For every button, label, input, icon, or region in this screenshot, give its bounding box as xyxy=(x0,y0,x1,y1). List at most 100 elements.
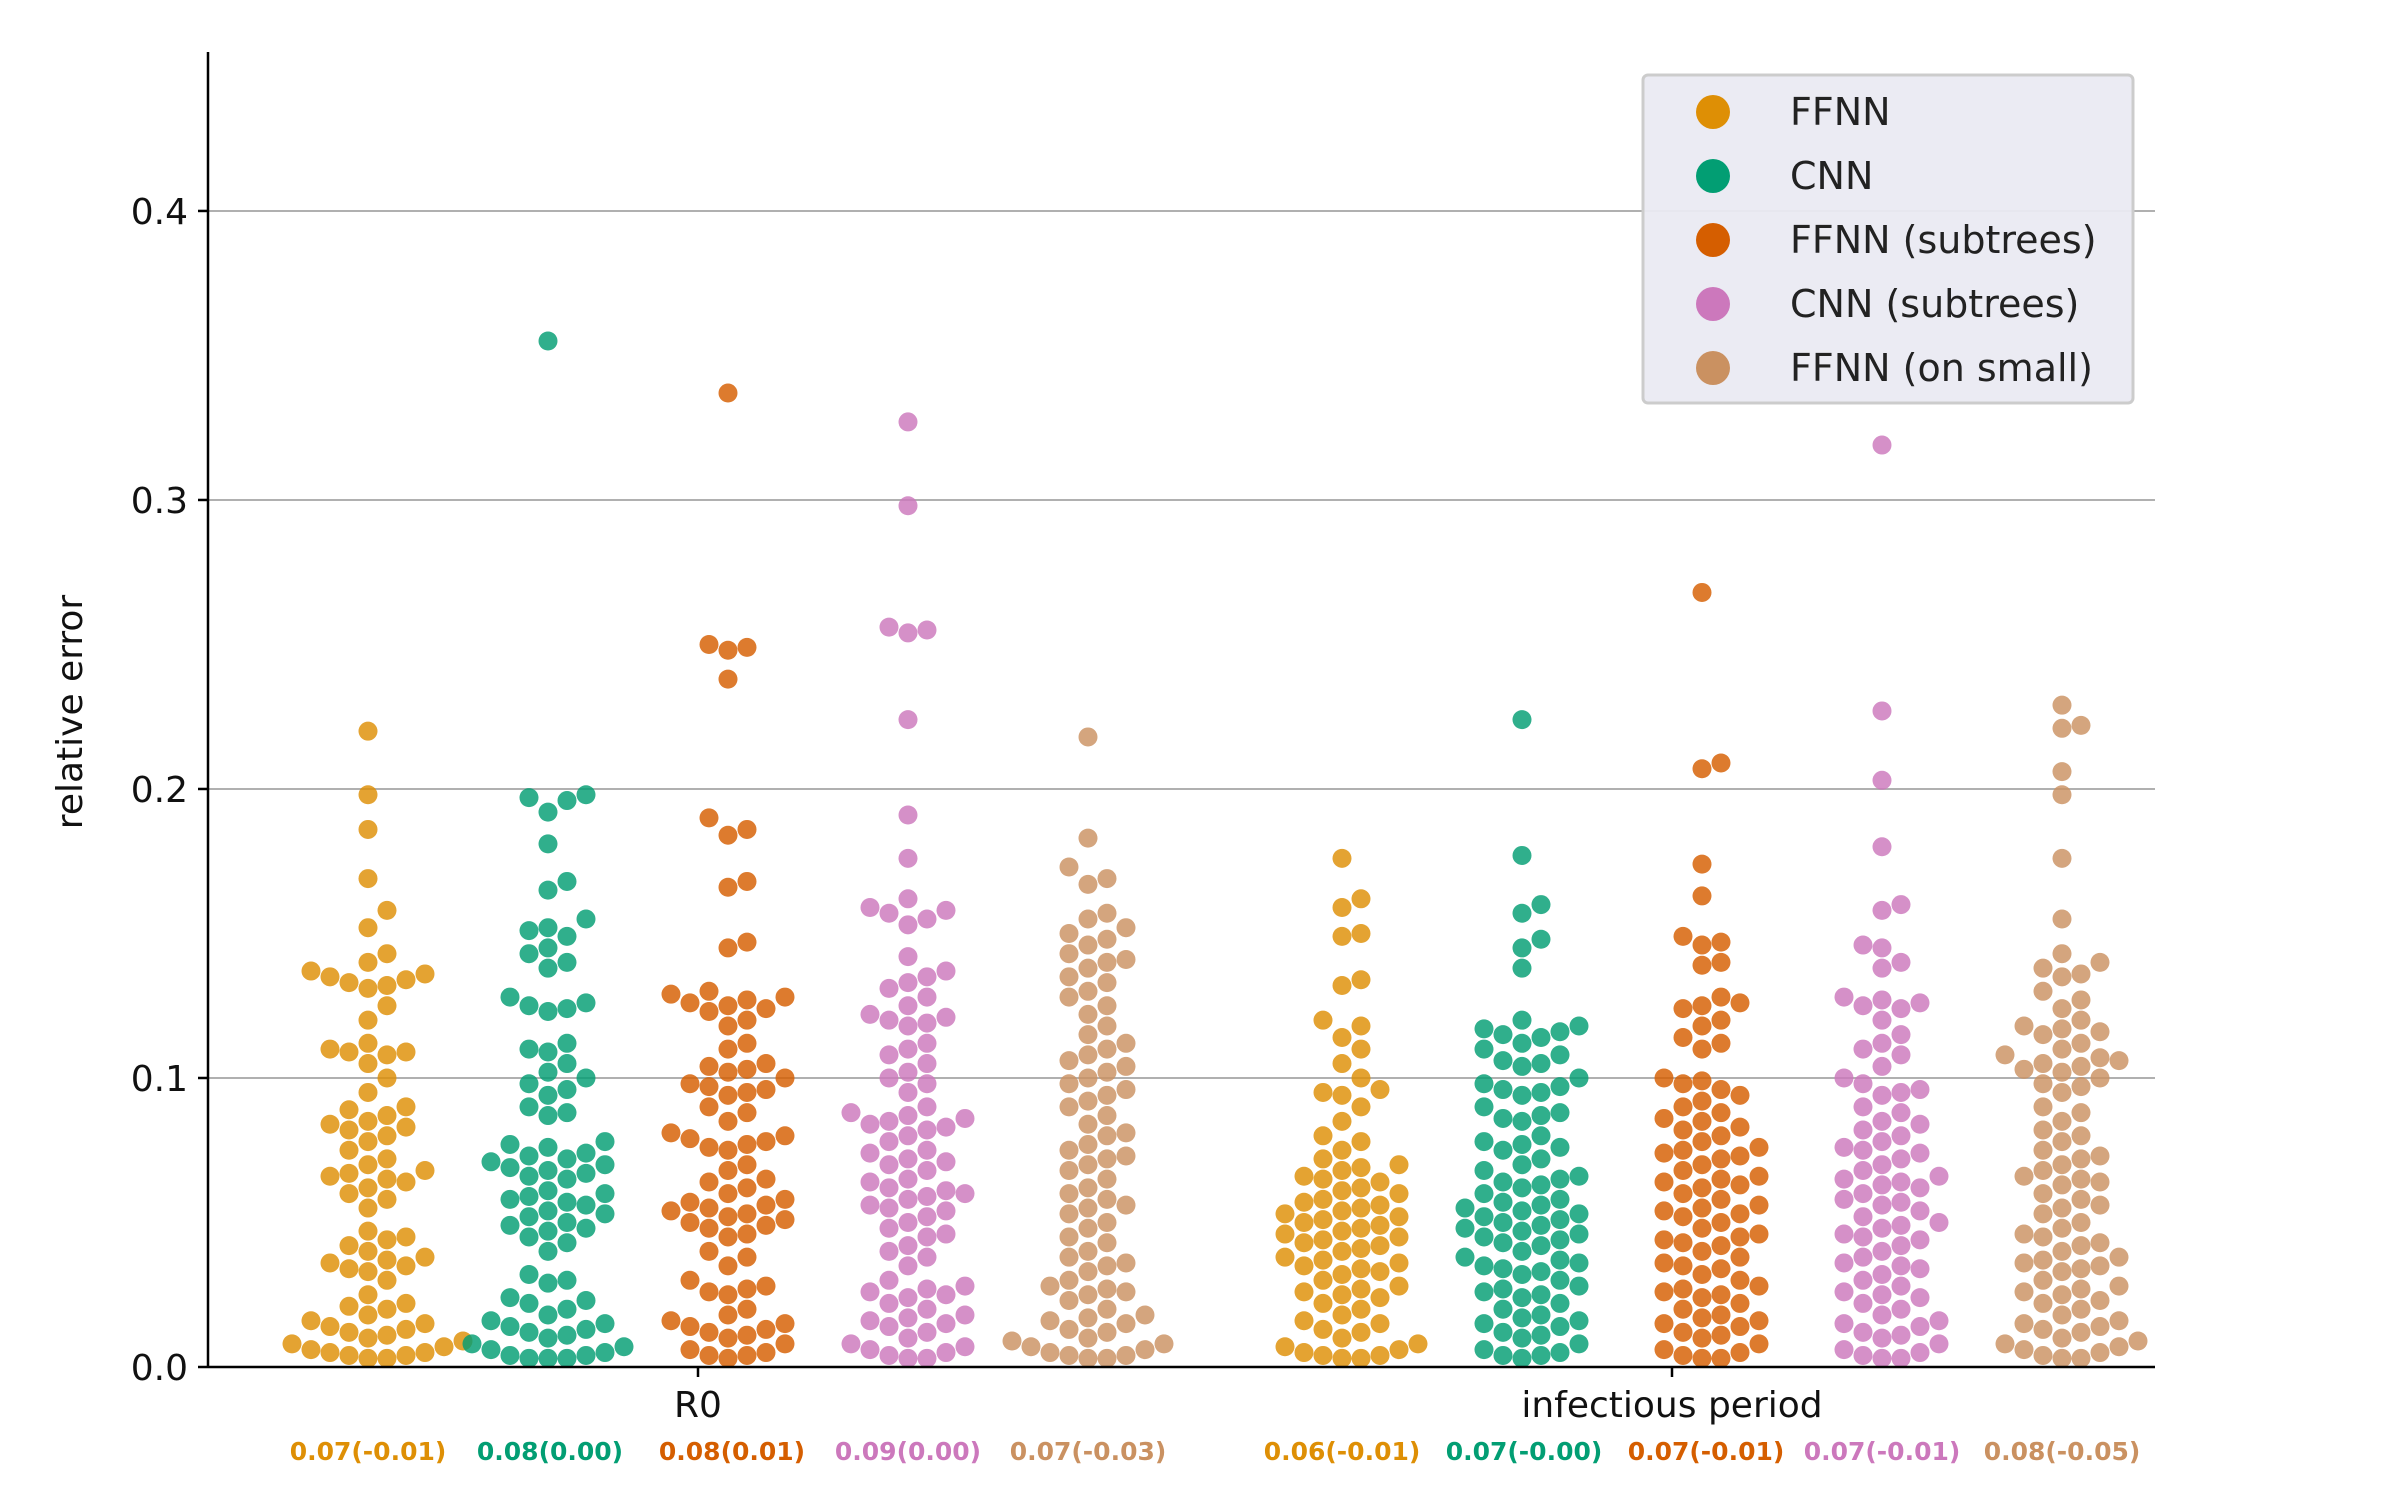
data-point xyxy=(898,1236,918,1256)
data-point xyxy=(879,1178,899,1198)
data-point xyxy=(1097,1016,1117,1036)
data-point xyxy=(339,1296,359,1316)
data-point xyxy=(1116,1195,1136,1215)
data-point xyxy=(898,889,918,909)
data-point xyxy=(519,1227,539,1247)
data-point xyxy=(576,1163,596,1183)
data-point xyxy=(1692,1039,1712,1059)
data-point xyxy=(2090,952,2110,972)
data-point xyxy=(1569,1224,1589,1244)
legend-label: FFNN (on small) xyxy=(1790,346,2093,390)
data-point xyxy=(2052,1062,2072,1082)
data-point xyxy=(1891,1126,1911,1146)
data-point xyxy=(2071,1169,2091,1189)
data-point xyxy=(1512,1348,1532,1368)
data-point xyxy=(1116,1056,1136,1076)
data-point xyxy=(339,1322,359,1342)
data-point xyxy=(595,1314,615,1334)
data-point xyxy=(538,918,558,938)
data-point xyxy=(1275,1247,1295,1267)
data-point xyxy=(898,1288,918,1308)
data-point xyxy=(661,1201,681,1221)
data-point xyxy=(898,1016,918,1036)
data-point xyxy=(1332,976,1352,996)
data-point xyxy=(377,944,397,964)
data-point xyxy=(1059,1160,1079,1180)
data-point xyxy=(519,1348,539,1368)
data-point xyxy=(699,1345,719,1365)
data-point xyxy=(2109,1311,2129,1331)
data-point xyxy=(756,1343,776,1363)
data-point xyxy=(917,1033,937,1053)
data-point xyxy=(1834,1282,1854,1302)
data-point xyxy=(1550,1293,1570,1313)
data-point xyxy=(1351,1198,1371,1218)
data-point xyxy=(538,802,558,822)
data-point xyxy=(1910,1143,1930,1163)
data-point xyxy=(358,1348,378,1368)
data-point xyxy=(339,1259,359,1279)
data-point xyxy=(1332,1305,1352,1325)
data-point xyxy=(1021,1337,1041,1357)
data-point xyxy=(1474,1160,1494,1180)
data-point xyxy=(1059,1097,1079,1117)
data-point xyxy=(955,1305,975,1325)
data-point xyxy=(377,1230,397,1250)
data-point xyxy=(1711,1285,1731,1305)
data-point xyxy=(841,1334,861,1354)
data-point xyxy=(2090,1317,2110,1337)
data-point xyxy=(699,1097,719,1117)
data-point xyxy=(1531,1175,1551,1195)
data-point xyxy=(1370,1288,1390,1308)
data-point xyxy=(1332,1201,1352,1221)
y-tick-label: 0.2 xyxy=(131,770,188,811)
data-point xyxy=(1116,1146,1136,1166)
data-point xyxy=(1313,1250,1333,1270)
x-tick-labels: R0 infectious period xyxy=(674,1367,1823,1426)
data-point xyxy=(557,1325,577,1345)
data-point xyxy=(2052,1198,2072,1218)
data-point xyxy=(1097,973,1117,993)
data-point xyxy=(1512,1308,1532,1328)
data-point xyxy=(1313,1082,1333,1102)
data-point xyxy=(1692,1265,1712,1285)
data-point xyxy=(434,1337,454,1357)
data-point xyxy=(1078,1308,1098,1328)
data-point xyxy=(1749,1137,1769,1157)
data-point xyxy=(1097,1212,1117,1232)
data-point xyxy=(1872,770,1892,790)
data-point xyxy=(2071,1236,2091,1256)
data-point xyxy=(917,1207,937,1227)
legend-marker xyxy=(1696,351,1730,385)
data-point xyxy=(1891,1348,1911,1368)
data-point xyxy=(1493,1108,1513,1128)
data-point xyxy=(1512,710,1532,730)
data-point xyxy=(1370,1345,1390,1365)
data-point xyxy=(519,921,539,941)
data-point xyxy=(1078,1285,1098,1305)
data-point xyxy=(2071,1010,2091,1030)
data-point xyxy=(1891,1045,1911,1065)
data-point xyxy=(718,383,738,403)
data-point xyxy=(1059,1247,1079,1267)
data-point xyxy=(595,1343,615,1363)
data-point xyxy=(1389,1340,1409,1360)
data-point xyxy=(1872,1056,1892,1076)
data-point xyxy=(2052,1155,2072,1175)
data-point xyxy=(718,1207,738,1227)
data-point xyxy=(1891,1256,1911,1276)
data-point xyxy=(737,1155,757,1175)
data-point xyxy=(1078,1262,1098,1282)
data-point xyxy=(2014,1340,2034,1360)
data-point xyxy=(2014,1059,2034,1079)
data-point xyxy=(898,947,918,967)
legend: FFNN CNN FFNN (subtrees) CNN (subtrees) FFNN… xyxy=(1641,73,2135,405)
data-point xyxy=(936,1343,956,1363)
data-point xyxy=(538,834,558,854)
data-point xyxy=(2052,695,2072,715)
data-point xyxy=(2052,848,2072,868)
data-point xyxy=(358,1285,378,1305)
data-point xyxy=(2052,785,2072,805)
data-point xyxy=(557,1233,577,1253)
data-point xyxy=(1891,1149,1911,1169)
